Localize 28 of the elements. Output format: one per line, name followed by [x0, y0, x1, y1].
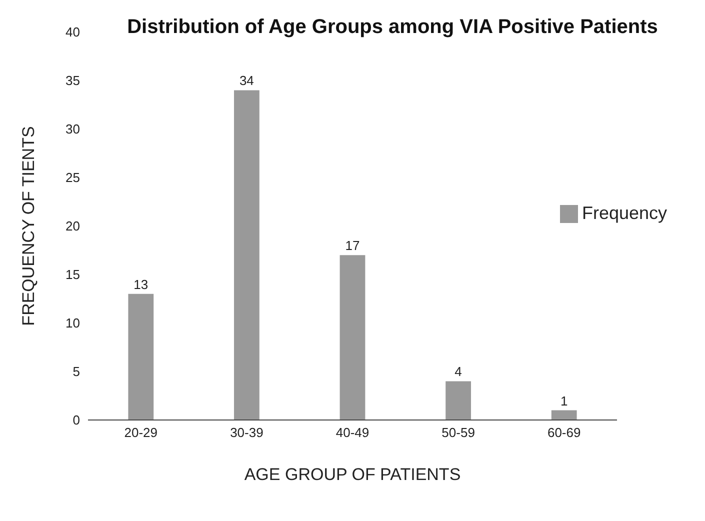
chart-title: Distribution of Age Groups among VIA Positive Patients	[126, 16, 659, 39]
bar	[234, 90, 260, 420]
x-tick-label: 40-49	[336, 425, 370, 440]
bar	[551, 410, 577, 420]
data-label: 1	[560, 393, 568, 408]
x-tick-label: 50-59	[442, 425, 475, 440]
y-tick-label: 0	[72, 412, 80, 428]
data-label: 17	[345, 238, 360, 254]
bar	[340, 255, 366, 420]
y-tick-label: 25	[66, 170, 80, 186]
data-label: 13	[134, 276, 148, 292]
y-tick-label: 5	[72, 364, 80, 380]
y-tick-label: 10	[66, 316, 80, 331]
x-tick-label: 30-39	[230, 425, 264, 440]
legend-label: Frequency	[582, 203, 667, 223]
x-axis-title: AGE GROUP OF PATIENTS	[244, 465, 461, 484]
data-label: 4	[454, 364, 462, 380]
x-tick-label: 60-69	[547, 425, 581, 440]
y-tick-label: 35	[66, 73, 80, 88]
y-tick-label: 30	[66, 122, 80, 137]
x-tick-label: 20-29	[124, 425, 158, 440]
y-tick-label: 40	[66, 24, 80, 40]
data-label: 34	[239, 73, 254, 88]
y-axis-title: FREQUENCY OF TIENTS	[19, 126, 38, 326]
y-tick-label: 15	[66, 267, 80, 282]
bar	[446, 381, 471, 420]
bar	[128, 294, 154, 420]
y-tick-label: 20	[66, 218, 80, 234]
